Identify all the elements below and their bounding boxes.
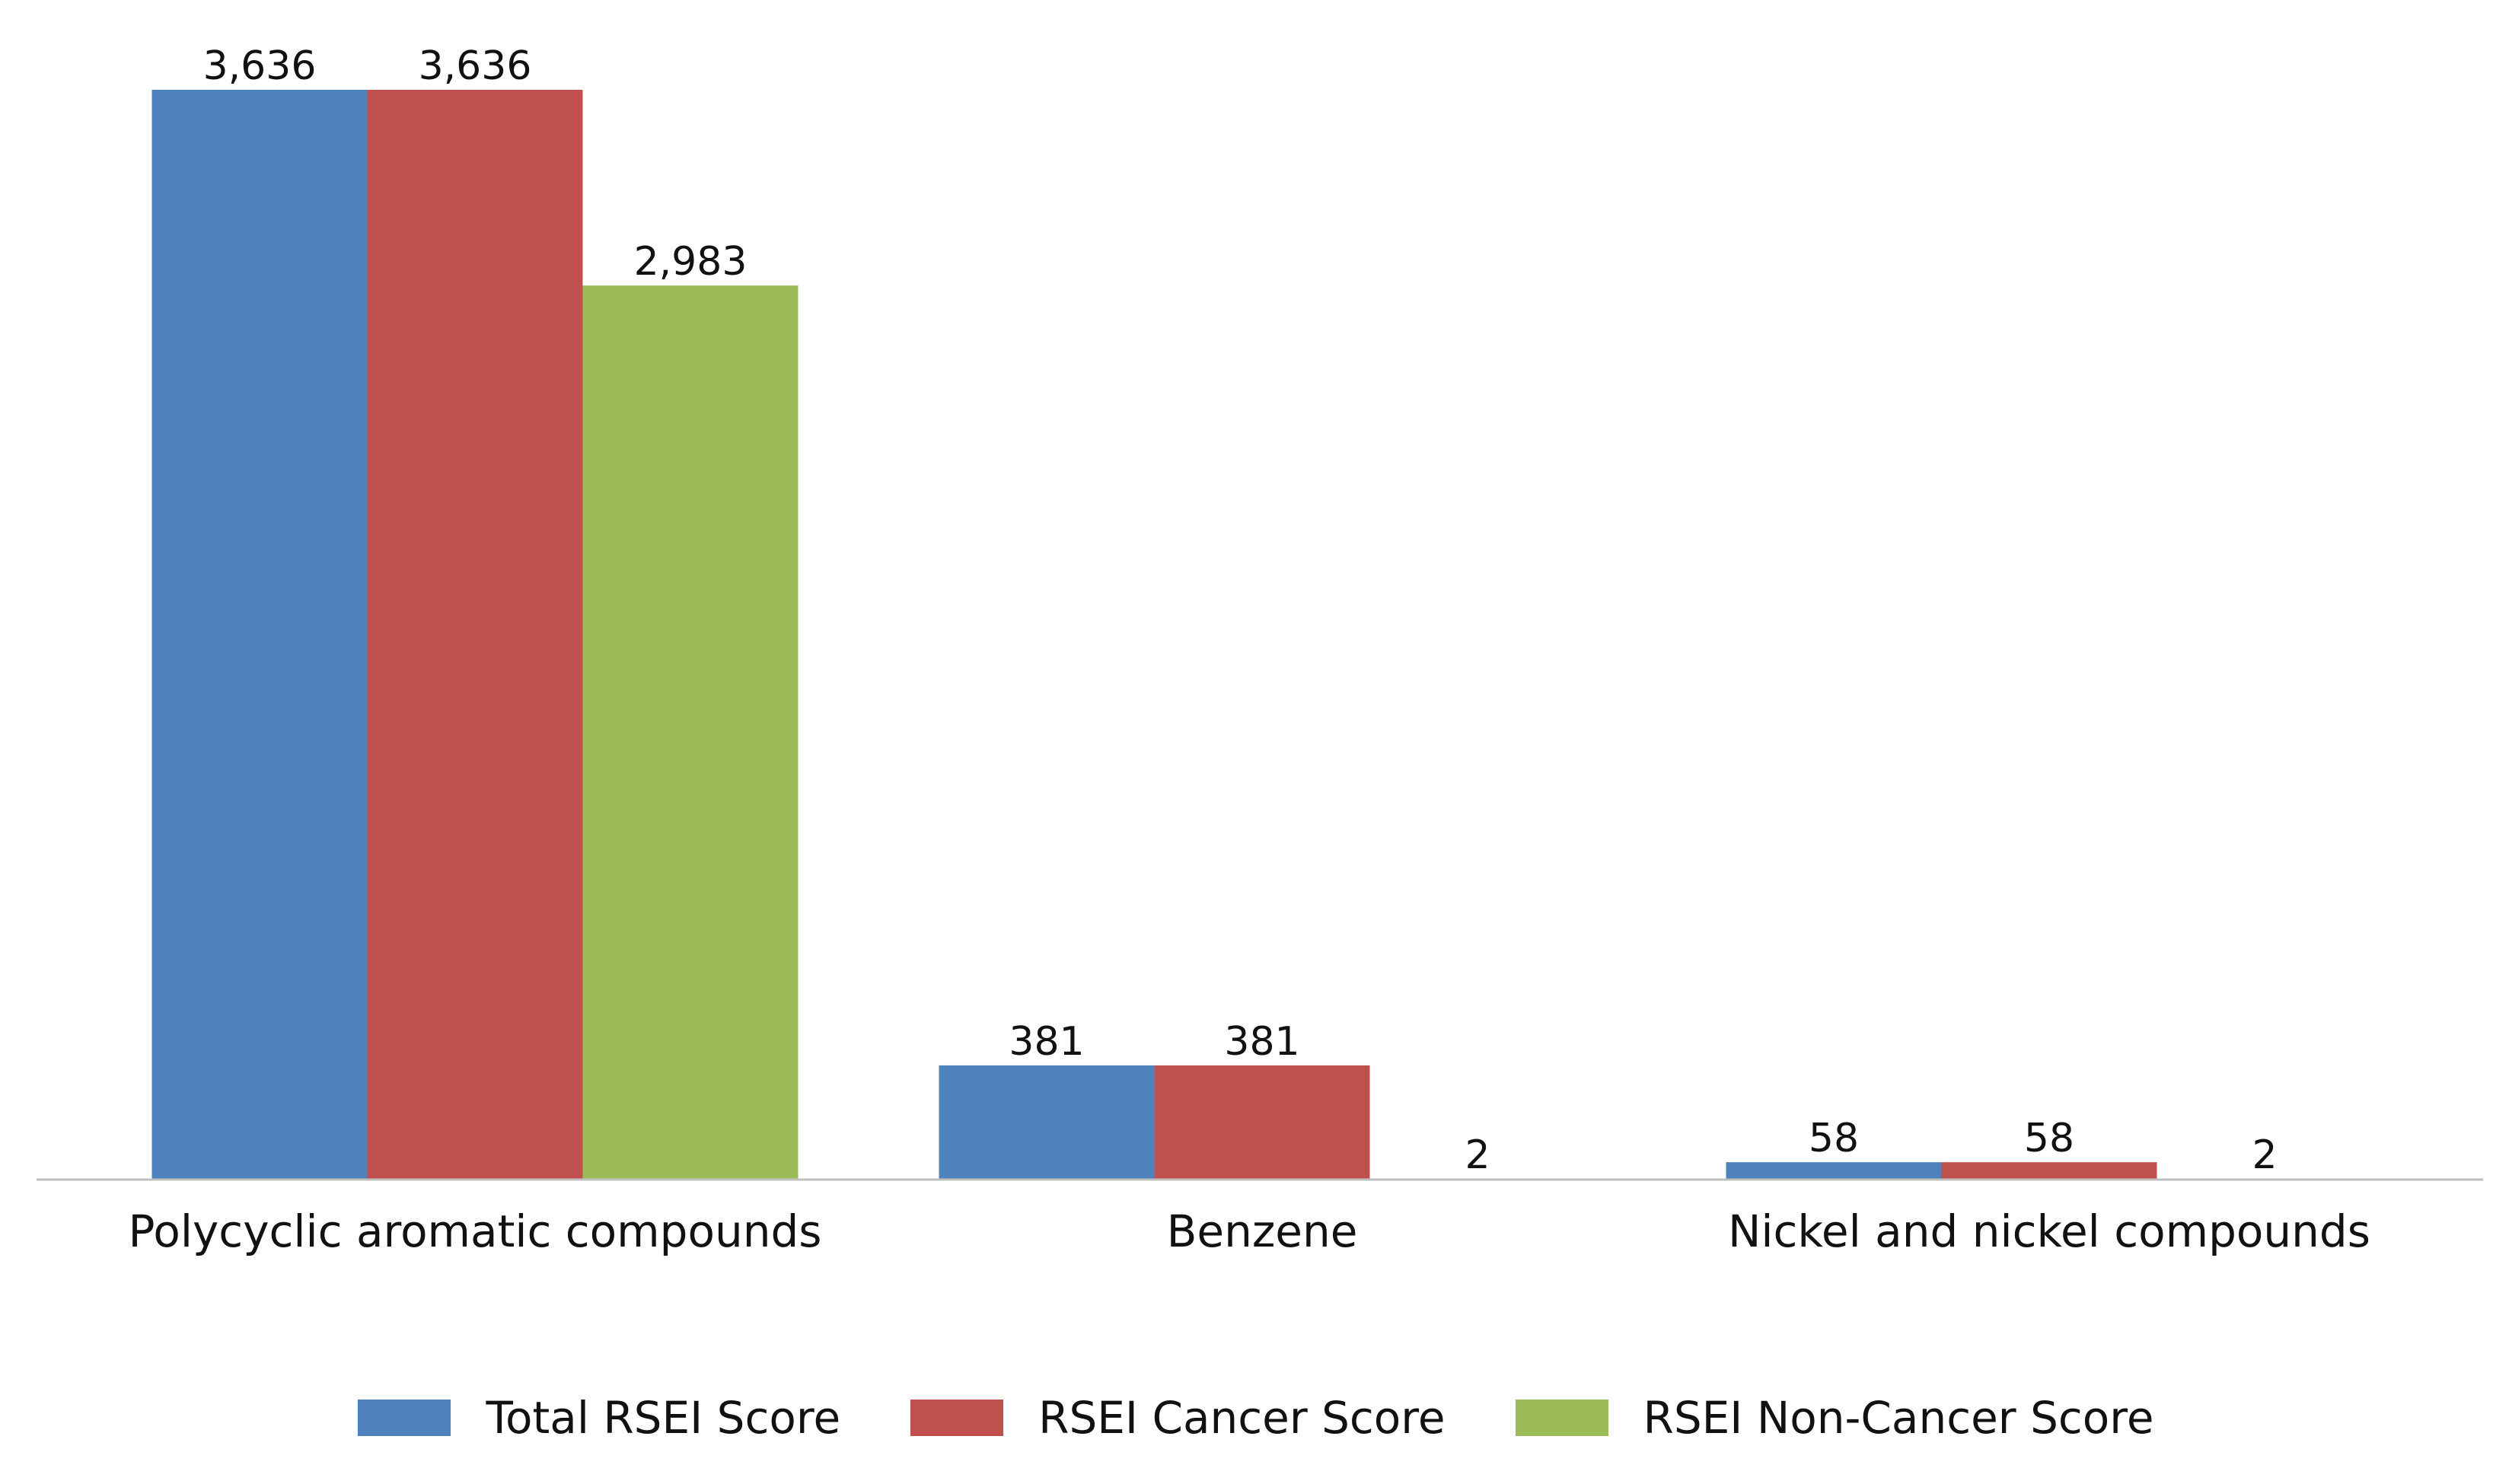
data-label-3-cat-1: 2,983	[634, 239, 748, 285]
legend-item-rsei-non-cancer-score: RSEI Non-Cancer Score	[1515, 1392, 2154, 1444]
bar-1-cat-3	[1726, 1162, 1942, 1180]
legend: Total RSEI Score RSEI Cancer Score RSEI …	[0, 1384, 2512, 1452]
category-label-3: Nickel and nickel compounds	[1728, 1205, 2370, 1257]
data-label-3-cat-3: 2	[2252, 1132, 2277, 1178]
data-label-2-cat-1: 3,636	[419, 43, 532, 89]
bar-2-cat-2	[1154, 1065, 1370, 1180]
bar-2-cat-3	[1941, 1162, 2157, 1180]
bar-1-cat-2	[939, 1065, 1155, 1180]
bar-1-cat-1	[151, 90, 368, 1180]
category-label-2: Benzene	[1167, 1205, 1358, 1257]
legend-label-non-cancer: RSEI Non-Cancer Score	[1643, 1392, 2154, 1444]
data-label-1-cat-2: 381	[1009, 1019, 1084, 1065]
legend-swatch-non-cancer	[1515, 1400, 1608, 1436]
data-label-2-cat-3: 58	[2024, 1116, 2074, 1161]
legend-item-rsei-cancer-score: RSEI Cancer Score	[910, 1392, 1446, 1444]
legend-swatch-total	[358, 1400, 451, 1436]
bar-2-cat-1	[367, 90, 583, 1180]
category-label-1: Polycyclic aromatic compounds	[128, 1205, 821, 1257]
data-label-2-cat-2: 381	[1224, 1019, 1299, 1065]
legend-label-cancer: RSEI Cancer Score	[1038, 1392, 1446, 1444]
legend-label-total: Total RSEI Score	[486, 1392, 841, 1444]
data-label-1-cat-1: 3,636	[203, 43, 317, 89]
data-label-1-cat-3: 58	[1809, 1116, 1859, 1161]
legend-swatch-cancer	[910, 1400, 1004, 1436]
data-label-3-cat-2: 2	[1465, 1132, 1490, 1178]
bar-3-cat-1	[582, 285, 799, 1180]
legend-item-total-rsei-score: Total RSEI Score	[358, 1392, 840, 1444]
